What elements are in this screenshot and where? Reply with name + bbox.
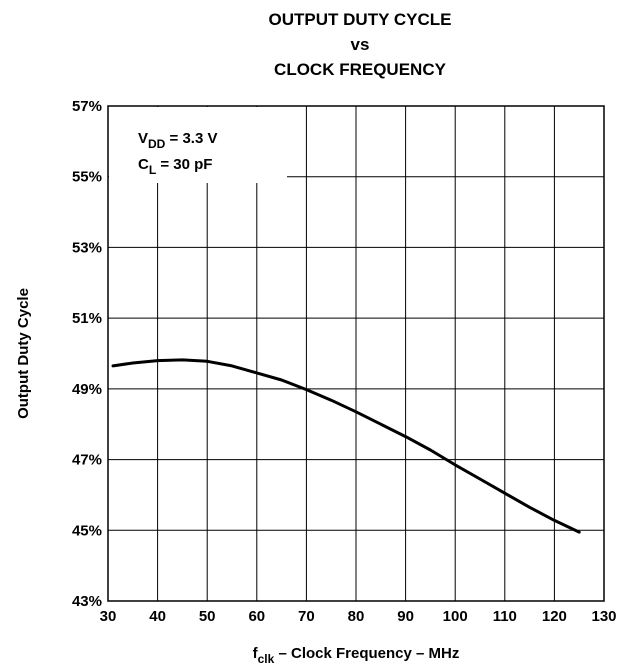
x-axis-label-main: f <box>253 645 259 662</box>
x-axis-label-rest: – Clock Frequency – MHz <box>274 645 459 662</box>
y-axis-label: Output Duty Cycle <box>15 288 32 419</box>
y-tick-label-51: 51% <box>72 310 102 327</box>
annotation-line-2: CL = 30 pF <box>138 156 212 177</box>
chart-title-line-2: vs <box>350 35 370 54</box>
chart-title-line-3: CLOCK FREQUENCY <box>274 60 446 79</box>
annotation-line-1: VDD = 3.3 V <box>138 130 217 151</box>
y-tick-label-43: 43% <box>72 593 102 610</box>
plot-frame <box>107 105 605 602</box>
x-tick-label-100: 100 <box>443 608 468 625</box>
annotation-subscript: L <box>149 163 156 177</box>
y-tick-labels: 43% 45% 47% 49% 51% 53% 55% 57% <box>72 98 102 610</box>
series-line <box>111 358 581 534</box>
annotation-main: V <box>138 130 148 147</box>
x-tick-label-80: 80 <box>348 608 365 625</box>
y-tick-label-55: 55% <box>72 169 102 186</box>
chart-title-line-1: OUTPUT DUTY CYCLE <box>268 10 452 29</box>
x-tick-label-90: 90 <box>397 608 414 625</box>
x-axis-label-sub: clk <box>258 652 275 666</box>
x-tick-label-110: 110 <box>493 608 517 625</box>
x-tick-label-40: 40 <box>149 608 166 625</box>
annotations: VDD = 3.3 V CL = 30 pF <box>138 130 217 177</box>
y-tick-label-45: 45% <box>72 522 102 539</box>
x-tick-label-50: 50 <box>199 608 216 625</box>
x-axis-label: fclk – Clock Frequency – MHz <box>253 645 460 666</box>
annotation-main: C <box>138 156 149 173</box>
annotation-rest: = 30 pF <box>156 156 212 173</box>
x-tick-label-60: 60 <box>248 608 265 625</box>
annotation-subscript: DD <box>148 137 166 151</box>
x-tick-labels: 30 40 50 60 70 80 90 100 110 120 130 <box>100 608 617 625</box>
x-tick-label-130: 130 <box>591 608 616 625</box>
annotation-box-background <box>109 107 287 183</box>
y-tick-label-57: 57% <box>72 98 102 115</box>
grid-lines <box>108 106 604 601</box>
y-tick-label-53: 53% <box>72 239 102 256</box>
x-tick-label-70: 70 <box>298 608 315 625</box>
y-tick-label-49: 49% <box>72 381 102 398</box>
y-tick-label-47: 47% <box>72 452 102 469</box>
annotation-rest: = 3.3 V <box>165 130 217 147</box>
x-tick-label-30: 30 <box>100 608 117 625</box>
x-tick-label-120: 120 <box>542 608 567 625</box>
